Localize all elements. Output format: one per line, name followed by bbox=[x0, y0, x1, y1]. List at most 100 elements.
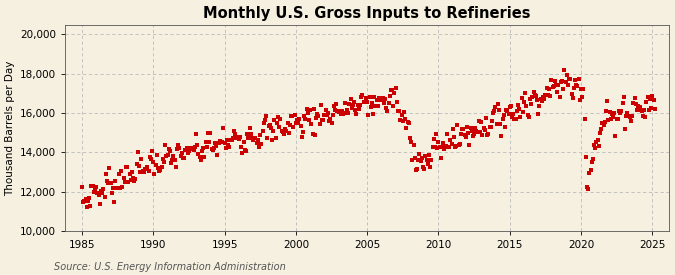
Point bbox=[116, 169, 127, 174]
Point bbox=[593, 143, 604, 148]
Point bbox=[381, 106, 392, 111]
Point bbox=[437, 145, 448, 150]
Point bbox=[626, 119, 637, 123]
Point bbox=[643, 108, 654, 112]
Point bbox=[438, 141, 449, 145]
Point bbox=[576, 87, 587, 91]
Point bbox=[148, 160, 159, 164]
Point bbox=[167, 158, 178, 162]
Point bbox=[131, 161, 142, 166]
Point bbox=[199, 155, 210, 160]
Point bbox=[398, 118, 408, 123]
Point bbox=[479, 128, 490, 132]
Point bbox=[368, 112, 379, 116]
Point bbox=[527, 95, 538, 99]
Point bbox=[288, 125, 299, 129]
Point bbox=[543, 87, 554, 91]
Point bbox=[599, 119, 610, 124]
Point bbox=[79, 199, 90, 203]
Point bbox=[97, 190, 107, 195]
Point bbox=[104, 166, 115, 170]
Point bbox=[501, 108, 512, 112]
Point bbox=[504, 104, 515, 109]
Point bbox=[109, 199, 119, 204]
Point bbox=[460, 134, 471, 139]
Point bbox=[287, 114, 298, 118]
Point bbox=[327, 112, 338, 117]
Point bbox=[290, 112, 300, 117]
Point bbox=[546, 78, 557, 82]
Y-axis label: Thousand Barrels per Day: Thousand Barrels per Day bbox=[5, 60, 16, 196]
Point bbox=[407, 158, 418, 162]
Point bbox=[409, 156, 420, 160]
Point bbox=[215, 140, 226, 144]
Point bbox=[377, 96, 388, 101]
Point bbox=[443, 145, 454, 150]
Point bbox=[270, 136, 281, 140]
Point bbox=[119, 180, 130, 185]
Point bbox=[562, 82, 573, 87]
Point bbox=[146, 149, 157, 153]
Point bbox=[477, 133, 488, 137]
Point bbox=[205, 131, 216, 136]
Point bbox=[211, 143, 221, 148]
Point bbox=[410, 168, 421, 172]
Point bbox=[507, 115, 518, 119]
Point bbox=[352, 103, 363, 107]
Point bbox=[571, 83, 582, 88]
Point bbox=[279, 132, 290, 136]
Point bbox=[624, 115, 635, 119]
Point bbox=[261, 114, 271, 118]
Point bbox=[610, 134, 621, 138]
Point bbox=[181, 146, 192, 151]
Point bbox=[136, 157, 146, 161]
Point bbox=[394, 109, 404, 113]
Point bbox=[572, 83, 583, 88]
Point bbox=[579, 117, 590, 122]
Point bbox=[130, 177, 141, 181]
Point bbox=[587, 160, 597, 164]
Point bbox=[478, 126, 489, 131]
Point bbox=[235, 135, 246, 139]
Point bbox=[497, 117, 508, 122]
Point bbox=[597, 121, 608, 126]
Point bbox=[559, 67, 570, 72]
Point bbox=[192, 142, 202, 147]
Point bbox=[112, 186, 123, 190]
Point bbox=[255, 133, 266, 137]
Point bbox=[308, 107, 319, 111]
Point bbox=[603, 118, 614, 122]
Point bbox=[85, 204, 96, 208]
Point bbox=[521, 104, 532, 109]
Text: Source: U.S. Energy Information Administration: Source: U.S. Energy Information Administ… bbox=[54, 262, 286, 272]
Point bbox=[234, 137, 244, 142]
Point bbox=[602, 99, 613, 103]
Point bbox=[304, 108, 315, 112]
Point bbox=[434, 145, 445, 149]
Point bbox=[87, 184, 98, 188]
Point bbox=[135, 170, 146, 175]
Point bbox=[640, 115, 651, 119]
Point bbox=[357, 93, 368, 97]
Point bbox=[217, 140, 227, 145]
Point bbox=[503, 112, 514, 117]
Point bbox=[326, 120, 337, 125]
Point bbox=[231, 136, 242, 141]
Point bbox=[476, 119, 487, 124]
Point bbox=[157, 157, 168, 161]
Point bbox=[188, 148, 199, 153]
Point bbox=[90, 188, 101, 192]
Point bbox=[76, 184, 87, 189]
Point bbox=[101, 179, 112, 183]
Point bbox=[240, 149, 251, 154]
Point bbox=[390, 86, 401, 90]
Point bbox=[632, 108, 643, 112]
Point bbox=[313, 114, 324, 118]
Point bbox=[637, 114, 648, 119]
Point bbox=[498, 113, 509, 118]
Point bbox=[99, 195, 110, 200]
Point bbox=[574, 98, 585, 102]
Point bbox=[298, 130, 308, 134]
Point bbox=[257, 129, 268, 133]
Point bbox=[359, 100, 370, 104]
